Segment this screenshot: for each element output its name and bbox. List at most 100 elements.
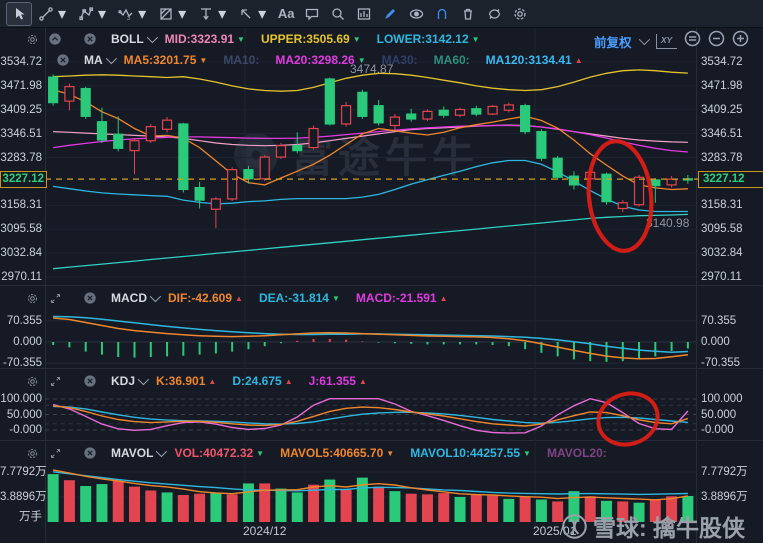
gear-icon[interactable] [24,373,40,389]
pattern-tool-icon[interactable] [154,3,178,25]
trendline-tool-icon[interactable] [34,3,58,25]
volume-chart[interactable] [0,440,763,543]
text-tool-icon[interactable]: Aa [277,6,295,21]
sync-icon[interactable] [482,3,506,25]
chevron-down-icon[interactable] [105,52,117,65]
trendline-tool[interactable]: ▾ [34,3,66,25]
dropdown-caret-icon[interactable]: ▾ [98,5,107,23]
chevron-down-icon[interactable] [146,31,158,44]
kdj-chart[interactable] [0,368,763,440]
polyline-tool-icon[interactable] [74,3,98,25]
stats-icon[interactable] [352,3,376,25]
ma120-value[interactable]: MA120:3134.41 ▲ [485,53,583,67]
brush-icon[interactable] [378,3,402,25]
gear-icon[interactable] [24,445,40,461]
mavol20-value[interactable]: MAVOL20: [546,446,607,460]
wave-tool[interactable]: 3 ▾ [114,3,146,25]
chevron-down-icon[interactable] [149,290,162,303]
indicator-name[interactable]: MACD [111,291,147,305]
magnet-icon[interactable] [430,3,454,25]
ma60-value[interactable]: MA60: [433,53,470,67]
boll-lower-value[interactable]: LOWER:3142.12 ▼ [376,32,480,46]
trash-icon[interactable] [456,3,480,25]
dropdown-caret-icon[interactable]: ▾ [178,5,187,23]
kdj-panel-divider[interactable] [0,368,763,369]
axis-tick-label: 3032.84 [0,247,42,260]
indicator-name[interactable]: MAVOL [111,446,154,460]
expand-icon[interactable] [47,290,63,306]
cursor-tool-icon[interactable] [6,1,32,26]
macd-value[interactable]: MACD:-21.591 ▲ [355,291,448,305]
comment-tool-icon[interactable] [300,3,324,25]
zoom-in-icon[interactable] [732,30,749,52]
collapse-icon[interactable] [47,31,63,47]
indicator-name[interactable]: KDJ [111,374,136,388]
reset-zoom-icon[interactable] [684,30,701,52]
indicator-name[interactable]: BOLL [111,32,144,46]
j-value[interactable]: J:61.355 ▲ [308,374,367,388]
expand-icon[interactable] [47,373,63,389]
axis-tick-label: 3158.31 [0,199,42,212]
dropdown-caret-icon[interactable]: ▾ [218,5,227,23]
dropdown-caret-icon[interactable]: ▾ [58,5,67,23]
mavol-panel-divider[interactable] [0,440,763,441]
macd-chart[interactable] [0,285,763,368]
axis-tick-label: 7.7792万 [0,465,47,478]
axis-tick-label: 3.8896万 [701,490,748,503]
axis-tick-label: 3095.58 [0,223,42,236]
axis-tick-label: 3471.98 [0,79,42,92]
chevron-down-icon[interactable] [638,33,650,46]
boll-mid-value[interactable]: MID:3323.91 ▼ [164,32,245,46]
last-price-label-right: 3227.12 [698,171,763,188]
gear-icon[interactable] [24,31,40,47]
dropdown-caret-icon[interactable]: ▾ [258,5,267,23]
ma20-value[interactable]: MA20:3298.26 ▼ [275,53,366,67]
wave-tool-icon[interactable]: 3 [114,3,138,25]
dropdown-caret-icon[interactable]: ▾ [138,5,147,23]
mavol5-value[interactable]: MAVOL5:40665.70 ▼ [280,446,395,460]
adjustment-mode-select[interactable]: 前复权 [594,35,632,50]
axis-tick-label: -70.355 [701,357,741,370]
expand-icon[interactable] [47,445,63,461]
indicator-name[interactable]: MA [84,53,103,67]
chevron-down-icon[interactable] [156,445,168,458]
close-icon[interactable] [82,373,98,389]
dea-value[interactable]: DEA:-31.814 ▼ [258,291,340,305]
close-icon[interactable] [82,445,98,461]
gear-icon[interactable] [24,290,40,306]
d-value[interactable]: D:24.675 ▲ [232,374,293,388]
gear-icon[interactable] [508,3,532,25]
measure-tool-icon[interactable] [194,3,218,25]
axis-tick-label: 0.000 [701,336,730,348]
close-icon[interactable] [82,31,98,47]
pattern-tool[interactable]: ▾ [154,3,186,25]
mavol-legend: MAVOL VOL:40472.32 ▼ MAVOL5:40665.70 ▼ MAV… [0,444,623,462]
close-icon[interactable] [55,52,71,68]
macd-panel-divider[interactable] [0,285,763,286]
dif-value[interactable]: DIF:-42.609 ▲ [168,291,243,305]
vol-value[interactable]: VOL:40472.32 ▼ [174,446,265,460]
chevron-down-icon[interactable] [137,373,150,386]
axis-tick-label: 3095.58 [701,223,743,236]
axis-tick-label: 50.000 [701,408,737,421]
mavol10-value[interactable]: MAVOL10:44257.55 ▼ [410,446,531,460]
ma10-value[interactable]: MA10: [223,53,260,67]
search-icon[interactable] [326,3,350,25]
zoom-out-icon[interactable] [708,30,725,52]
boll-legend: BOLL MID:3323.91 ▼ UPPER:3505.69 ▼ LOWER:3… [0,30,496,48]
close-icon[interactable] [82,290,98,306]
measure-tool[interactable]: ▾ [194,3,226,25]
ma30-value[interactable]: MA30: [381,53,418,67]
axis-tick-label: -0.000 [9,424,42,436]
macd-legend: MACD DIF:-42.609 ▲ DEA:-31.814 ▼ MACD:-21.… [0,289,464,307]
boll-upper-value[interactable]: UPPER:3505.69 ▼ [260,32,361,46]
arrow-tool-icon[interactable] [234,3,258,25]
axis-settings-icon[interactable]: XY [655,33,677,49]
ma5-value[interactable]: MA5:3201.75 ▼ [123,53,208,67]
k-value[interactable]: K:36.901 ▲ [156,374,217,388]
eye-icon[interactable] [404,3,428,25]
arrow-tool[interactable]: ▾ [234,3,266,25]
chart-top-controls: 前复权 XY [594,30,749,52]
svg-text:3: 3 [127,16,130,22]
polyline-tool[interactable]: ▾ [74,3,106,25]
